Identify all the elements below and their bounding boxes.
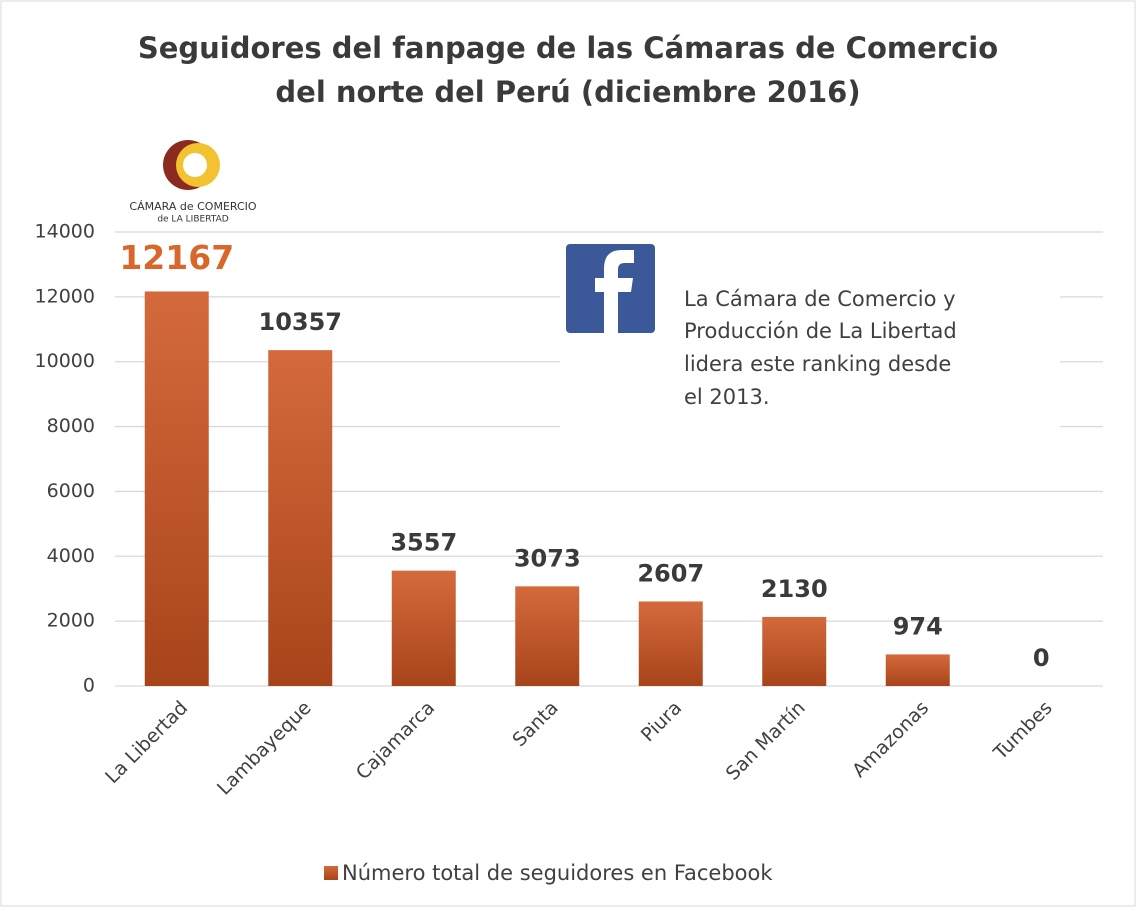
annotation: La Cámara de Comercio y Producción de La… [560,240,1060,430]
annotation-text: el 2013. [684,385,770,409]
data-label: 3557 [390,529,457,557]
chart-title: Seguidores del fanpage de las Cámaras de… [138,31,998,65]
annotation-text: lidera este ranking desde [684,352,951,376]
chart-title: del norte del Perú (diciembre 2016) [275,75,860,109]
legend-swatch [324,866,338,880]
data-label: 12167 [119,238,234,277]
data-label: 10357 [259,308,343,336]
data-label: 974 [893,612,943,640]
bar [268,350,333,686]
annotation-text: La Cámara de Comercio y [684,287,956,311]
logo-text: de LA LIBERTAD [157,215,228,225]
bar [885,654,950,686]
y-tick-label: 8000 [47,415,95,437]
bar [638,601,703,686]
bar [144,291,209,686]
bar [762,616,827,686]
bar [515,586,580,686]
y-tick-label: 10000 [35,350,95,372]
logo: CÁMARA de COMERCIO de LA LIBERTAD [129,140,257,225]
y-tick-label: 2000 [47,610,95,632]
bar [391,570,456,686]
y-tick-label: 6000 [47,480,95,502]
logo-text: CÁMARA de COMERCIO [129,200,256,213]
y-tick-label: 12000 [35,285,95,307]
y-tick-label: 4000 [47,545,95,567]
legend-label: Número total de seguidores en Facebook [342,861,773,885]
data-label: 2130 [761,575,828,603]
y-tick-label: 0 [83,675,95,697]
data-label: 2607 [637,559,704,587]
annotation-text: Producción de La Libertad [684,319,957,343]
y-tick-label: 14000 [35,221,95,243]
data-label: 0 [1033,644,1050,672]
data-label: 3073 [514,544,581,572]
